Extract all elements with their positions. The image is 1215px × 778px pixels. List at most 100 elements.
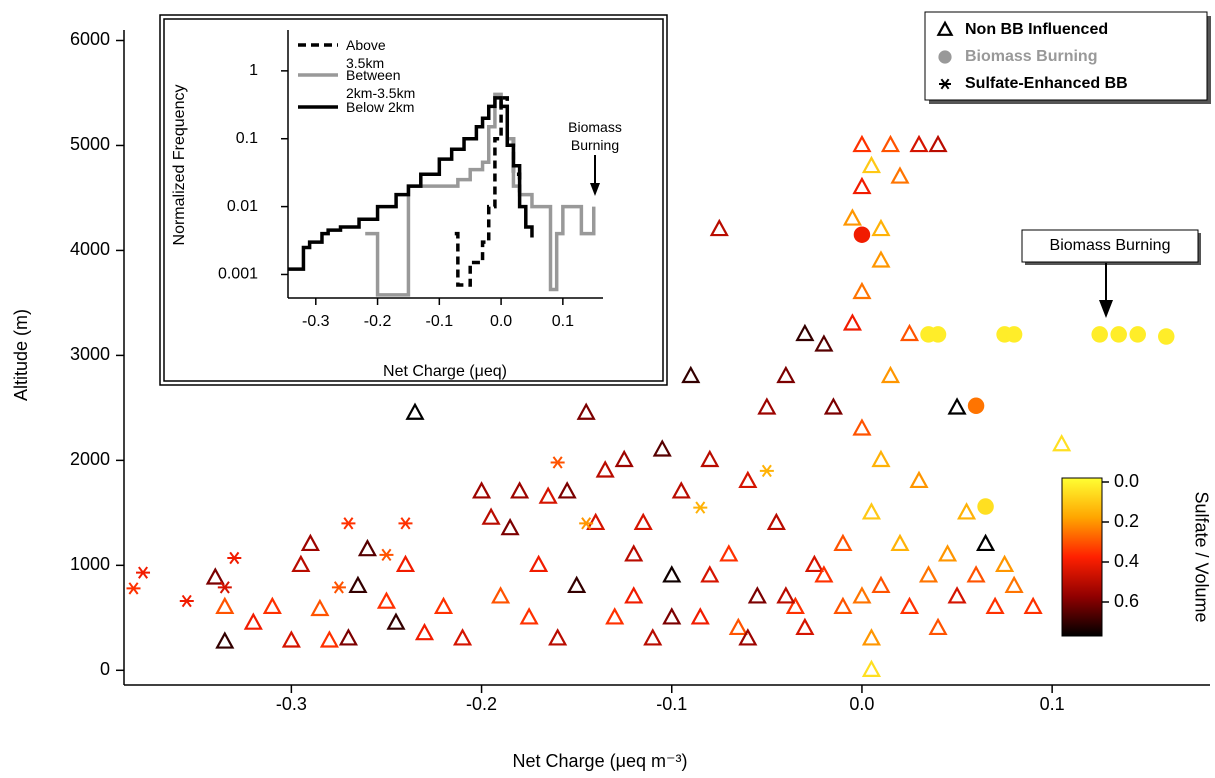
- triangle-marker: [842, 313, 862, 331]
- asterisk-marker: [398, 517, 413, 530]
- triangle-marker: [510, 481, 530, 499]
- triangle-marker: [842, 208, 862, 226]
- legend-box: [924, 11, 1208, 101]
- circle-marker: [929, 326, 947, 343]
- triangle-marker: [576, 402, 596, 420]
- triangle-marker: [947, 397, 967, 415]
- triangle-marker: [909, 470, 929, 489]
- y-tick-label: 1000: [70, 554, 110, 574]
- legend-label: Non BB Influenced: [965, 21, 1108, 38]
- inset-y-tick-label: 0.01: [227, 198, 258, 215]
- inset-legend-label: Above 3.5km: [346, 37, 386, 71]
- inset-x-tick-label: -0.3: [302, 313, 330, 330]
- inset-y-tick-label: 0.1: [236, 130, 258, 147]
- triangle-marker: [852, 281, 872, 300]
- triangle-marker: [785, 596, 805, 615]
- asterisk-marker: [759, 464, 774, 478]
- colorbar-title: Sulfate / Volume: [1191, 491, 1211, 622]
- x-tick-label: -0.3: [276, 694, 307, 714]
- triangle-marker: [405, 402, 425, 420]
- triangle-marker: [776, 586, 796, 604]
- triangle-marker: [928, 134, 948, 153]
- triangle-marker: [376, 591, 397, 609]
- triangle-marker: [871, 449, 891, 468]
- inset-x-tick-label: 0.0: [490, 313, 512, 330]
- triangle-marker: [291, 554, 311, 573]
- triangle-marker: [956, 502, 977, 520]
- asterisk-marker: [579, 517, 594, 530]
- triangle-marker: [918, 565, 939, 583]
- colorbar-tick-label: 0.0: [1114, 471, 1139, 491]
- triangle-marker: [852, 134, 872, 153]
- circle-marker: [977, 498, 994, 515]
- circle-marker: [1158, 328, 1175, 345]
- triangle-marker: [472, 481, 492, 499]
- colorbar-tick-label: 0.6: [1114, 591, 1139, 611]
- triangle-marker: [795, 617, 815, 636]
- triangle-marker: [433, 596, 454, 615]
- triangle-marker: [319, 630, 339, 648]
- triangle-marker: [357, 538, 378, 557]
- inset-legend-label: Below 2km: [346, 99, 415, 115]
- y-tick-label: 3000: [70, 344, 110, 364]
- circle-marker: [1005, 326, 1023, 343]
- triangle-marker: [614, 449, 634, 468]
- y-axis-title: Altitude (m): [11, 309, 31, 401]
- inset-annotation: Biomass Burning: [568, 119, 622, 153]
- triangle-marker: [880, 365, 901, 384]
- triangle-marker: [633, 512, 653, 531]
- y-tick-label: 6000: [70, 29, 110, 49]
- triangle-marker: [662, 565, 682, 583]
- inset-x-tick-label: -0.1: [426, 313, 454, 330]
- triangle-marker: [395, 554, 416, 573]
- asterisk-marker: [341, 517, 356, 530]
- triangle-marker: [852, 586, 872, 604]
- triangle-marker: [890, 166, 910, 184]
- y-tick-label: 4000: [70, 239, 110, 259]
- triangle-marker: [548, 628, 568, 646]
- triangle-marker: [814, 334, 834, 352]
- asterisk-marker: [939, 78, 951, 90]
- legend-label: Sulfate-Enhanced BB: [965, 75, 1128, 92]
- triangle-marker: [833, 533, 853, 552]
- colorbar-tick-label: 0.4: [1114, 551, 1139, 571]
- y-tick-label: 0: [100, 659, 110, 679]
- annotation: Biomass Burning: [1050, 237, 1171, 254]
- triangle-marker: [937, 544, 958, 562]
- triangle-marker: [747, 586, 767, 604]
- triangle-marker: [215, 631, 235, 649]
- triangle-marker: [243, 612, 263, 630]
- triangle-marker: [624, 586, 644, 604]
- triangle-marker: [690, 607, 710, 625]
- triangle-marker: [833, 596, 853, 615]
- triangle-marker: [861, 628, 882, 646]
- triangle-marker: [985, 596, 1005, 615]
- triangle-marker: [671, 481, 691, 499]
- inset-y-tick-label: 0.001: [218, 266, 258, 283]
- triangle-marker: [814, 565, 834, 583]
- inset-x-tick-label: -0.2: [364, 313, 392, 330]
- inset-frame: [159, 14, 668, 386]
- inset-x-title: Net Charge (μeq): [383, 363, 507, 380]
- triangle-marker: [804, 554, 824, 573]
- triangle-marker: [338, 628, 358, 646]
- triangle-marker: [966, 565, 986, 583]
- triangle-marker: [652, 439, 672, 457]
- triangle-marker: [871, 218, 891, 237]
- triangle-marker: [205, 567, 225, 585]
- y-tick-label: 5000: [70, 134, 110, 154]
- triangle-marker: [776, 365, 796, 384]
- triangle-marker: [947, 586, 967, 604]
- triangle-marker: [995, 554, 1015, 573]
- triangle-marker: [728, 617, 748, 636]
- inset-legend-label: Between 2km-3.5km: [346, 67, 416, 101]
- triangle-marker: [557, 481, 577, 499]
- circle-marker: [1110, 326, 1127, 343]
- inset-y-tick-label: 1: [249, 62, 258, 79]
- triangle-marker: [1004, 575, 1024, 594]
- triangle-marker: [452, 628, 473, 646]
- triangle-marker: [567, 575, 587, 594]
- annotation-box: [1021, 229, 1199, 263]
- triangle-marker: [719, 544, 739, 562]
